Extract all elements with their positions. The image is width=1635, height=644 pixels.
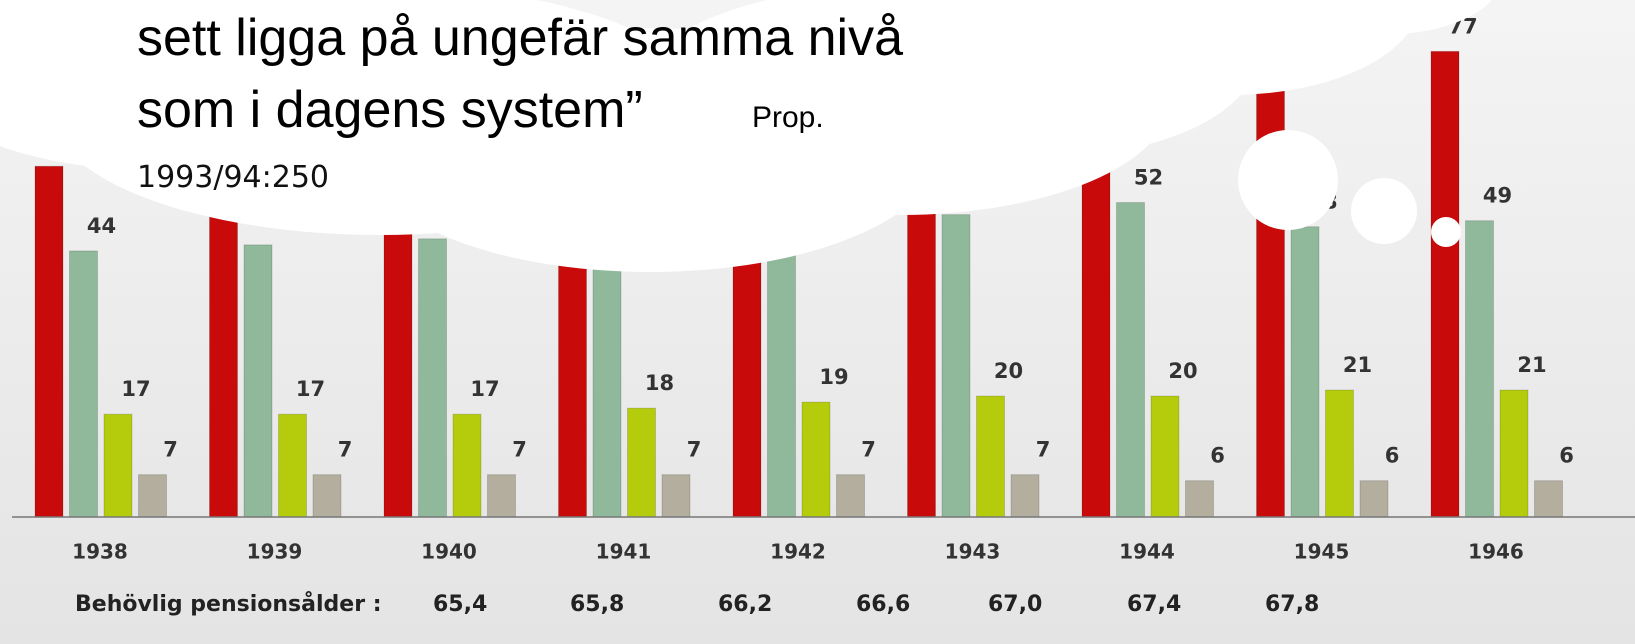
bar xyxy=(592,232,622,518)
x-tick-label: 1942 xyxy=(770,540,826,564)
bar xyxy=(941,214,971,518)
value-label: 20 xyxy=(994,359,1023,383)
bar xyxy=(976,395,1005,518)
bar xyxy=(418,238,447,518)
bar xyxy=(1465,220,1494,518)
value-label: 7 xyxy=(687,438,702,462)
callout-line: sett ligga på ungefär samma nivå xyxy=(137,9,903,67)
bar xyxy=(312,474,342,518)
footer-value: 67,0 xyxy=(988,592,1042,617)
x-tick-label: 1938 xyxy=(72,540,128,564)
bar xyxy=(452,413,482,518)
bar xyxy=(243,244,273,518)
value-label: 21 xyxy=(1343,353,1372,377)
value-label: 7 xyxy=(163,438,178,462)
value-label: 7 xyxy=(861,438,876,462)
value-label: 6 xyxy=(1385,444,1400,468)
footer-label: Behövlig pensionsålder : xyxy=(75,591,382,617)
x-tick-label: 1946 xyxy=(1468,540,1524,564)
footer-value: 65,8 xyxy=(570,592,624,617)
value-label: 20 xyxy=(1168,359,1197,383)
bar xyxy=(138,474,167,518)
callout-reference: 1993/94:250 xyxy=(137,160,329,195)
value-label: 52 xyxy=(1134,166,1163,190)
bar xyxy=(801,401,831,518)
x-tick-label: 1943 xyxy=(945,540,1001,564)
value-label: 17 xyxy=(296,377,325,401)
value-label: 19 xyxy=(819,365,848,389)
x-tick-label: 1945 xyxy=(1294,540,1350,564)
value-label: 6 xyxy=(1559,444,1574,468)
callout-line: som i dagens system” xyxy=(137,81,643,139)
bar xyxy=(1430,50,1460,518)
bar xyxy=(627,407,656,518)
bar xyxy=(661,474,691,518)
value-label: 18 xyxy=(645,371,674,395)
value-label: 17 xyxy=(470,377,499,401)
x-tick-label: 1941 xyxy=(596,540,652,564)
footer-value: 66,2 xyxy=(718,592,772,617)
bar xyxy=(1499,389,1529,518)
value-label: 7 xyxy=(512,438,527,462)
bar xyxy=(1290,226,1320,518)
bar xyxy=(69,250,98,518)
bar xyxy=(1010,474,1040,518)
bar xyxy=(1116,202,1145,518)
value-label: 7 xyxy=(1036,438,1051,462)
callout-source: Prop. xyxy=(752,101,824,134)
x-tick-label: 1939 xyxy=(247,540,303,564)
bar xyxy=(1534,480,1563,518)
bar xyxy=(1150,395,1180,518)
bar xyxy=(487,474,516,518)
x-tick-label: 1944 xyxy=(1119,540,1175,564)
footer-value: 66,6 xyxy=(856,592,910,617)
footer-value: 67,8 xyxy=(1265,592,1319,617)
bar xyxy=(103,413,133,518)
bar xyxy=(1325,389,1354,518)
footer-value: 67,4 xyxy=(1127,592,1181,617)
footer-value: 65,4 xyxy=(433,592,487,617)
value-label: 44 xyxy=(87,214,116,238)
value-label: 17 xyxy=(121,377,150,401)
bar xyxy=(34,165,64,518)
bar xyxy=(1359,480,1389,518)
bar xyxy=(836,474,865,518)
value-label: 7 xyxy=(338,438,353,462)
value-label: 6 xyxy=(1210,444,1225,468)
bar xyxy=(1185,480,1214,518)
x-tick-label: 1940 xyxy=(421,540,477,564)
cloud xyxy=(0,0,1492,272)
bar xyxy=(767,226,796,518)
bar xyxy=(278,413,307,518)
value-label: 49 xyxy=(1483,184,1512,208)
value-label: 21 xyxy=(1517,353,1546,377)
